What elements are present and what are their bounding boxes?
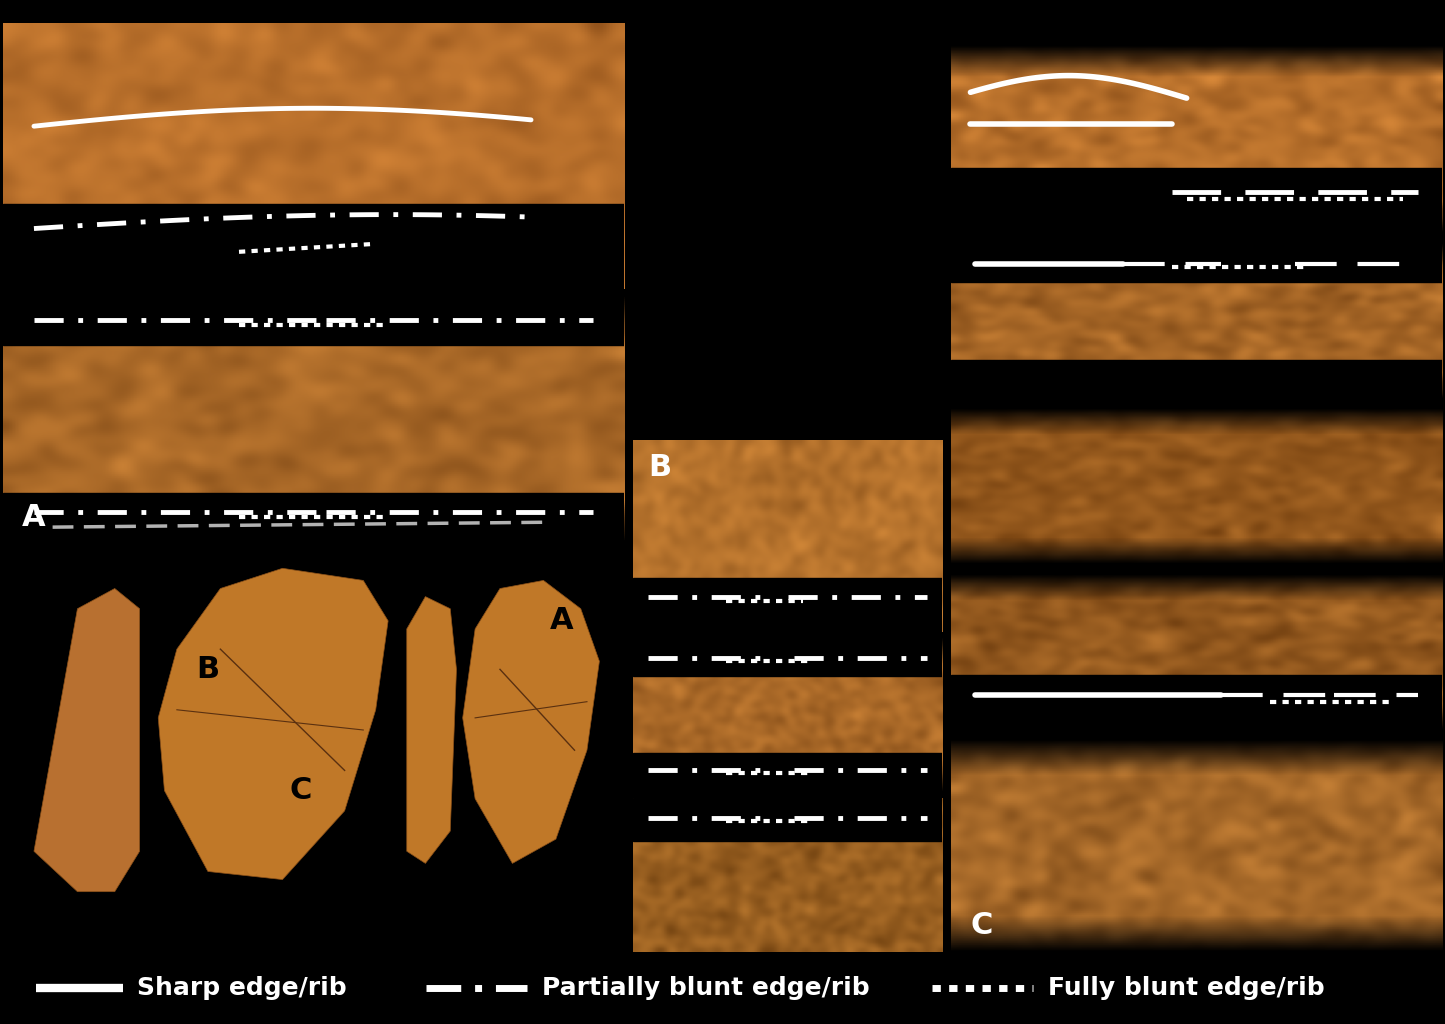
Bar [633,578,942,632]
Bar [951,244,1442,283]
Text: 0       cm      5: 0 cm 5 [462,920,530,930]
Bar [951,675,1442,730]
Text: C: C [971,910,993,940]
Text: A: A [551,606,574,635]
Polygon shape [462,581,600,863]
Bar [951,168,1442,233]
Bar [633,638,942,676]
Text: C: C [290,776,312,805]
Text: B: B [649,454,672,482]
Bar [951,359,1442,398]
Text: A: A [22,503,45,532]
Bar [3,493,624,542]
Polygon shape [35,589,140,892]
Text: B: B [197,655,220,684]
Text: Fully blunt edge/rib: Fully blunt edge/rib [1048,976,1324,999]
Bar [633,798,942,842]
Bar [633,754,942,792]
Bar [3,295,624,344]
Polygon shape [158,568,389,880]
Text: Partially blunt edge/rib: Partially blunt edge/rib [542,976,870,999]
Polygon shape [407,597,457,863]
Bar [3,204,624,289]
Text: Sharp edge/rib: Sharp edge/rib [137,976,347,999]
